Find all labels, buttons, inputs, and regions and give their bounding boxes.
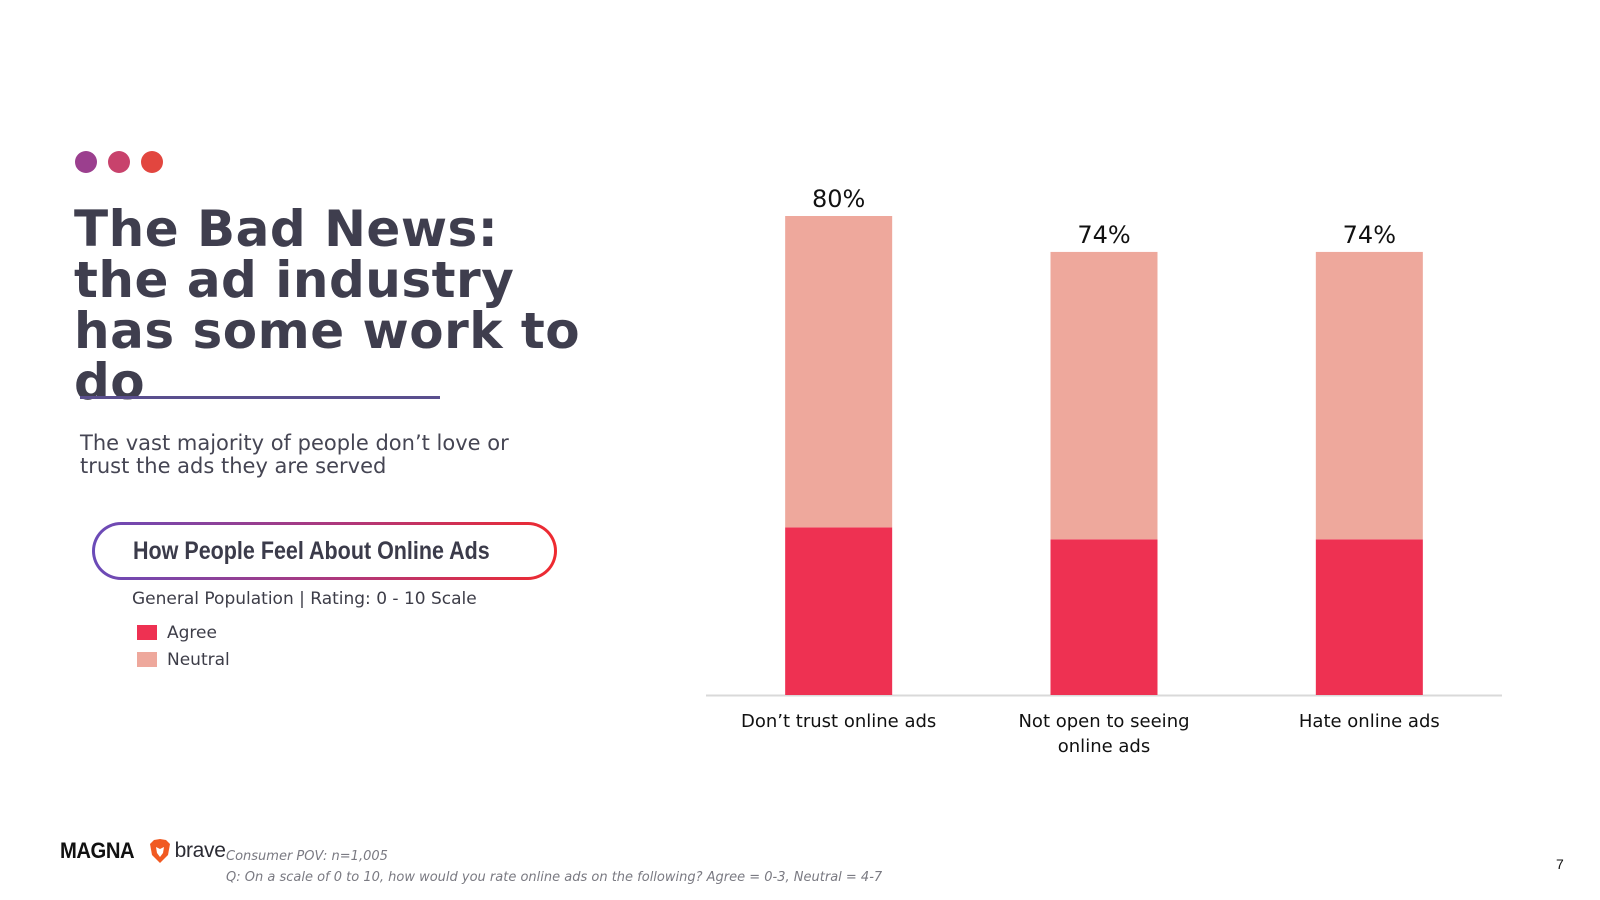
legend-swatch-neutral [137,652,157,667]
page-title: The Bad News: the ad industry has some w… [74,200,581,411]
source-note: Consumer POV: n=1,005 Q: On a scale of 0… [226,846,882,888]
bar-agree-1 [785,527,893,695]
dot-red [141,151,163,173]
bar-total-label: 74% [1077,221,1130,249]
bar-total-label: 74% [1343,221,1396,249]
title-divider [80,396,440,399]
dot-magenta [108,151,130,173]
chart-subheading: General Population | Rating: 0 - 10 Scal… [132,589,477,609]
category-label: Not open to seeing online ads [1018,711,1189,757]
chart-legend: Agree Neutral [137,619,230,673]
footer-logos: MAGNA brave [60,838,226,864]
bar-total-label: 80% [812,185,865,213]
brave-lion-icon [149,839,170,863]
legend-item-neutral: Neutral [137,646,230,673]
legend-swatch-agree [137,625,157,640]
category-label: Hate online ads [1299,711,1440,732]
bar-agree-3 [1315,539,1423,695]
legend-label-neutral: Neutral [167,649,230,670]
bar-agree-2 [1050,539,1158,695]
bar-neutral-3 [1315,251,1423,540]
brave-wordmark: brave [174,839,226,862]
dot-purple [75,151,97,173]
page-subtitle: The vast majority of people don’t love o… [80,431,509,478]
chart-title-pill: How People Feel About Online Ads [92,522,557,580]
brave-logo: brave [149,838,226,864]
decorative-dots [75,151,163,173]
chart-title: How People Feel About Online Ads [133,536,490,565]
legend-label-agree: Agree [167,622,217,643]
source-line-sample: Consumer POV: n=1,005 [226,849,388,864]
bar-neutral-2 [1050,251,1158,540]
source-line-question: Q: On a scale of 0 to 10, how would you … [226,870,883,885]
category-label: Don’t trust online ads [741,711,936,732]
legend-item-agree: Agree [137,619,230,646]
page-number: 7 [1556,856,1564,872]
bar-neutral-1 [785,216,893,528]
magna-logo: MAGNA [60,838,135,863]
stacked-bar-chart: 80% Don’t trust online ads 74% Not open to … [706,185,1502,757]
